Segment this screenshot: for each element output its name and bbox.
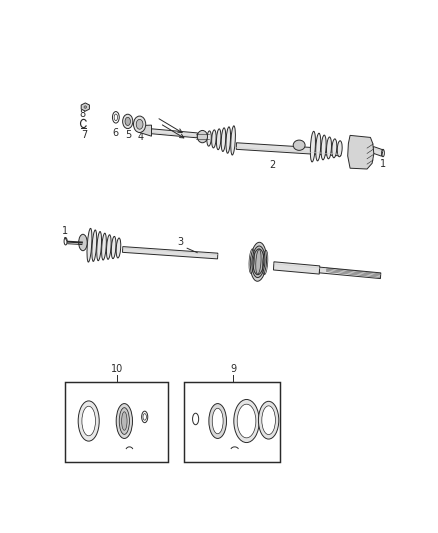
Ellipse shape [87, 228, 92, 262]
Polygon shape [123, 247, 218, 259]
Text: 7: 7 [81, 131, 88, 141]
Ellipse shape [136, 119, 143, 129]
Ellipse shape [226, 127, 230, 154]
Ellipse shape [262, 406, 276, 434]
Ellipse shape [111, 237, 116, 259]
Ellipse shape [119, 408, 130, 434]
Ellipse shape [78, 401, 99, 441]
Text: 1: 1 [380, 159, 386, 169]
Ellipse shape [134, 116, 146, 133]
Polygon shape [81, 103, 89, 111]
Polygon shape [140, 125, 152, 136]
Ellipse shape [122, 412, 127, 430]
Ellipse shape [221, 128, 226, 151]
Text: 8: 8 [79, 109, 85, 119]
Ellipse shape [234, 399, 259, 442]
Ellipse shape [250, 243, 267, 281]
Ellipse shape [79, 235, 87, 251]
Text: 4: 4 [137, 133, 143, 142]
Ellipse shape [102, 233, 106, 260]
Polygon shape [236, 143, 341, 156]
Ellipse shape [326, 137, 332, 159]
Ellipse shape [116, 403, 132, 439]
Bar [65, 382, 169, 462]
Polygon shape [348, 135, 374, 169]
Ellipse shape [97, 231, 102, 261]
Ellipse shape [106, 235, 111, 260]
Ellipse shape [123, 114, 133, 128]
Ellipse shape [258, 401, 279, 439]
Polygon shape [372, 147, 383, 156]
Text: 9: 9 [230, 364, 236, 374]
Polygon shape [152, 129, 198, 138]
Ellipse shape [92, 230, 97, 261]
Text: 2: 2 [269, 160, 275, 171]
Ellipse shape [209, 403, 226, 439]
Text: 3: 3 [177, 237, 184, 247]
Text: 5: 5 [126, 130, 132, 140]
Ellipse shape [332, 139, 337, 158]
Ellipse shape [212, 130, 216, 148]
Ellipse shape [212, 408, 223, 434]
Ellipse shape [311, 131, 315, 162]
Ellipse shape [253, 249, 264, 274]
Text: 1: 1 [62, 227, 68, 236]
Ellipse shape [216, 129, 221, 150]
Ellipse shape [207, 131, 211, 146]
Bar [184, 382, 280, 462]
Ellipse shape [197, 131, 208, 143]
Ellipse shape [84, 106, 87, 108]
Ellipse shape [337, 141, 342, 157]
Ellipse shape [116, 238, 121, 258]
Text: 10: 10 [111, 364, 123, 374]
Ellipse shape [231, 126, 235, 155]
Text: 6: 6 [113, 127, 119, 138]
Polygon shape [319, 267, 381, 279]
Ellipse shape [82, 406, 95, 436]
Ellipse shape [237, 404, 256, 438]
Ellipse shape [316, 133, 321, 161]
Polygon shape [273, 262, 320, 274]
Ellipse shape [252, 246, 265, 278]
Ellipse shape [321, 135, 326, 160]
Ellipse shape [125, 117, 131, 126]
Ellipse shape [293, 140, 305, 150]
